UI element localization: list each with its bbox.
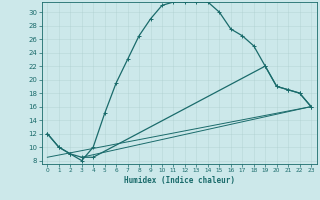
X-axis label: Humidex (Indice chaleur): Humidex (Indice chaleur) [124, 176, 235, 185]
